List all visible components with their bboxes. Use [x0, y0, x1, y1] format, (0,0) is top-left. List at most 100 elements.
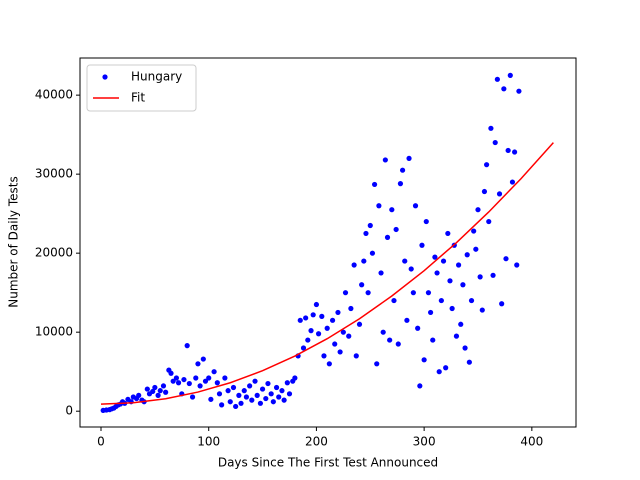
data-point: [425, 290, 432, 296]
data-point: [503, 256, 509, 262]
data-point: [270, 399, 276, 405]
data-point: [458, 321, 464, 327]
x-tick-label: 200: [305, 435, 328, 449]
data-point: [486, 218, 492, 225]
data-point: [434, 270, 440, 276]
data-point: [279, 388, 285, 394]
data-point: [265, 380, 271, 387]
data-point: [376, 203, 382, 209]
data-point: [384, 234, 391, 240]
data-point: [421, 357, 427, 363]
x-tick-label: 300: [413, 435, 436, 449]
data-point: [150, 388, 156, 395]
data-point: [225, 388, 231, 394]
data-point: [173, 375, 179, 381]
data-point: [170, 378, 176, 384]
data-point: [512, 149, 518, 155]
data-point: [509, 179, 516, 185]
data-point: [315, 331, 322, 337]
y-tick-label: 20000: [35, 246, 73, 260]
data-point: [397, 181, 404, 187]
data-point: [308, 328, 314, 334]
data-point: [241, 388, 247, 394]
data-point: [208, 396, 214, 402]
data-point: [501, 86, 507, 92]
data-point: [488, 125, 494, 131]
data-point: [427, 309, 434, 316]
data-point: [193, 375, 199, 381]
data-point: [369, 250, 376, 256]
data-point: [419, 242, 425, 248]
y-tick-label: 10000: [35, 325, 73, 339]
data-point: [181, 376, 187, 383]
data-point: [222, 375, 228, 381]
data-point: [507, 72, 513, 78]
data-point: [348, 305, 354, 312]
data-point: [436, 369, 442, 375]
data-point: [243, 394, 250, 400]
data-point: [286, 391, 293, 397]
legend-marker: [102, 74, 108, 80]
data-point: [144, 386, 150, 392]
data-point: [367, 222, 373, 229]
data-point: [305, 337, 311, 343]
data-point: [361, 258, 367, 264]
data-point: [353, 353, 359, 359]
data-point: [464, 252, 470, 258]
data-point: [432, 254, 438, 260]
x-tick-label: 400: [520, 435, 543, 449]
data-point: [406, 155, 412, 161]
data-point: [445, 230, 451, 237]
data-point: [329, 317, 336, 323]
legend-box: [86, 64, 197, 112]
data-point: [479, 307, 485, 313]
data-point: [468, 297, 475, 304]
data-point: [268, 391, 274, 397]
data-point: [321, 353, 327, 359]
data-point: [227, 399, 233, 405]
data-point: [197, 383, 203, 389]
fit-line: [100, 142, 554, 405]
data-point: [326, 361, 332, 367]
data-point: [514, 262, 520, 268]
data-point: [337, 349, 343, 355]
y-axis-label: Number of Daily Tests: [7, 176, 21, 307]
data-point: [300, 345, 307, 351]
data-point: [152, 384, 158, 391]
data-point: [453, 333, 460, 339]
x-tick-label: 0: [97, 435, 105, 449]
data-point: [310, 312, 316, 318]
data-point: [313, 301, 320, 308]
data-point: [297, 317, 303, 323]
data-point: [163, 389, 169, 395]
data-point: [410, 290, 416, 296]
y-tick-label: 40000: [35, 88, 73, 102]
data-point: [238, 400, 244, 406]
data-point: [475, 207, 481, 213]
data-point: [417, 383, 423, 389]
data-point: [168, 370, 174, 376]
data-point: [440, 258, 447, 264]
data-point: [505, 147, 511, 154]
data-point: [273, 384, 280, 391]
data-point: [412, 203, 419, 209]
data-point: [484, 162, 490, 168]
data-point: [408, 266, 414, 272]
data-point: [356, 321, 363, 327]
data-point: [490, 272, 496, 278]
data-point: [259, 386, 266, 392]
data-point: [292, 375, 298, 381]
data-point: [387, 337, 393, 343]
plot-area: [79, 57, 577, 428]
data-point: [466, 359, 472, 365]
data-point: [402, 258, 408, 264]
legend-label: Fit: [131, 91, 145, 105]
data-point: [189, 394, 196, 400]
data-point: [160, 383, 167, 389]
y-tick-label: 30000: [35, 167, 73, 181]
x-tick-label: 100: [197, 435, 220, 449]
data-point: [319, 313, 325, 319]
data-point: [382, 157, 388, 163]
data-point: [211, 369, 217, 375]
